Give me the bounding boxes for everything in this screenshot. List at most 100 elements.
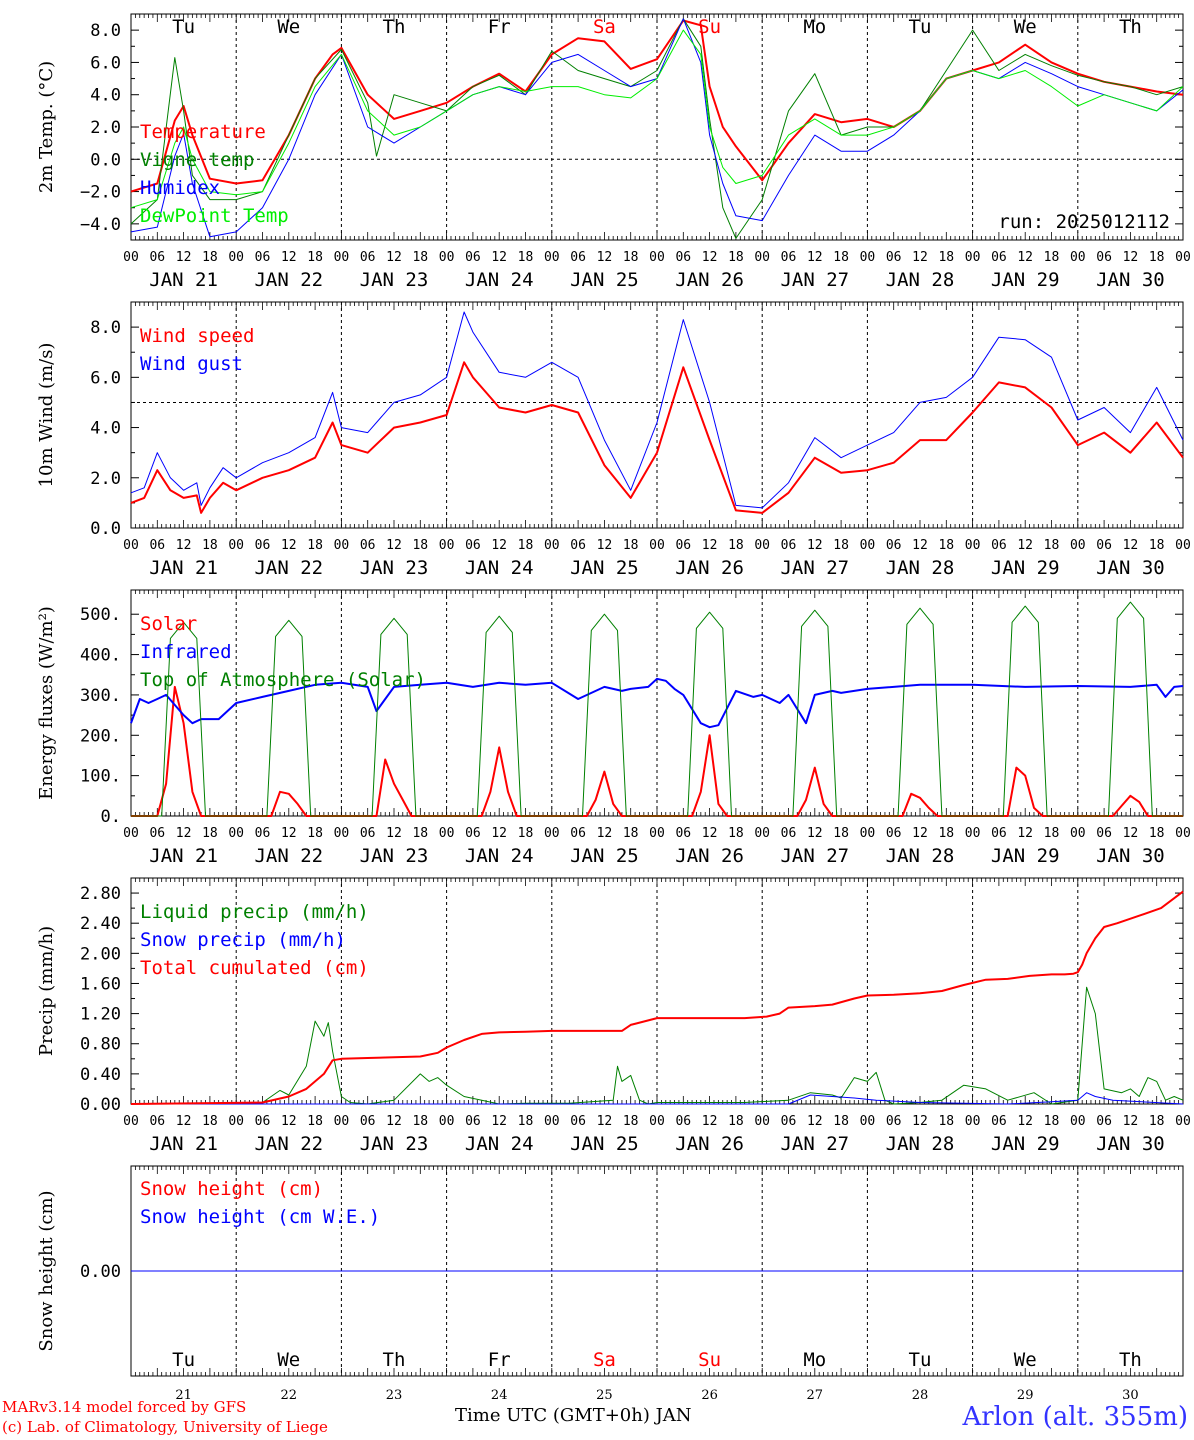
hour-label: 12 bbox=[281, 250, 297, 265]
legend-entry: DewPoint Temp bbox=[140, 205, 289, 227]
hour-label: 18 bbox=[412, 1114, 428, 1129]
hour-label: 06 bbox=[149, 1114, 165, 1129]
date-label: JAN 24 bbox=[465, 845, 534, 867]
date-label: JAN 27 bbox=[780, 1133, 849, 1155]
date-label: JAN 29 bbox=[991, 269, 1060, 291]
day-number-label: 28 bbox=[912, 1388, 929, 1403]
hour-label: 12 bbox=[912, 538, 928, 553]
y-axis-title: 2m Temp. (°C) bbox=[36, 61, 57, 193]
hour-label: 06 bbox=[781, 1114, 797, 1129]
y-tick-label: 0.0 bbox=[90, 519, 121, 539]
y-axis-title: Precip (mm/h) bbox=[36, 926, 57, 1056]
hour-label: 18 bbox=[623, 826, 639, 841]
hour-label: 06 bbox=[991, 250, 1007, 265]
hour-label: 18 bbox=[518, 1114, 534, 1129]
hour-label: 12 bbox=[807, 538, 823, 553]
hour-label: 12 bbox=[807, 1114, 823, 1129]
date-label: JAN 21 bbox=[149, 557, 218, 579]
date-label: JAN 28 bbox=[886, 557, 955, 579]
y-tick-label: 300. bbox=[80, 686, 121, 706]
legend-entry: Wind speed bbox=[140, 325, 254, 347]
hour-label: 12 bbox=[597, 250, 613, 265]
hour-label: 06 bbox=[781, 826, 797, 841]
date-label: JAN 25 bbox=[570, 269, 639, 291]
hour-label: 00 bbox=[860, 250, 876, 265]
series-liquid-precip-mm-h- bbox=[130, 986, 1184, 1105]
hour-label: 00 bbox=[334, 826, 350, 841]
hour-label: 12 bbox=[807, 826, 823, 841]
date-label: JAN 30 bbox=[1096, 1133, 1165, 1155]
weekday-label-bottom: Th bbox=[1119, 1349, 1142, 1371]
y-tick-label: 0.40 bbox=[80, 1065, 121, 1085]
hour-label: 12 bbox=[807, 250, 823, 265]
hour-label: 00 bbox=[1070, 250, 1086, 265]
x-axis-title: Time UTC (GMT+0h) JAN bbox=[455, 1405, 692, 1426]
hour-label: 12 bbox=[281, 1114, 297, 1129]
date-label: JAN 24 bbox=[465, 557, 534, 579]
hour-label: 00 bbox=[649, 826, 665, 841]
hour-label: 18 bbox=[1044, 538, 1060, 553]
hour-label: 12 bbox=[1017, 826, 1033, 841]
hour-label: 06 bbox=[1096, 538, 1112, 553]
legend-entry: Humidex bbox=[140, 177, 220, 199]
hour-label: 18 bbox=[623, 538, 639, 553]
hour-label: 00 bbox=[754, 538, 770, 553]
hour-label: 18 bbox=[1149, 538, 1165, 553]
day-number-label: 25 bbox=[596, 1388, 613, 1403]
hour-label: 18 bbox=[938, 250, 954, 265]
hour-label: 00 bbox=[1175, 250, 1191, 265]
hour-label: 00 bbox=[1070, 538, 1086, 553]
legend-entry: Vigne temp bbox=[140, 149, 254, 171]
y-axis-title: Snow height (cm) bbox=[36, 1190, 57, 1351]
hour-label: 18 bbox=[518, 538, 534, 553]
hour-label: 12 bbox=[912, 826, 928, 841]
hour-label: 18 bbox=[412, 538, 428, 553]
hour-label: 00 bbox=[228, 1114, 244, 1129]
hour-label: 00 bbox=[544, 1114, 560, 1129]
y-tick-label: 0.00 bbox=[80, 1262, 121, 1282]
hour-label: 06 bbox=[149, 826, 165, 841]
y-tick-label: 2.40 bbox=[80, 914, 121, 934]
hour-label: 06 bbox=[991, 826, 1007, 841]
y-tick-label: 0. bbox=[101, 807, 121, 827]
hour-label: 00 bbox=[1175, 826, 1191, 841]
hour-label: 12 bbox=[491, 250, 507, 265]
weekday-label: Tu bbox=[909, 16, 932, 38]
y-tick-label: −2.0 bbox=[80, 183, 121, 203]
hour-label: 12 bbox=[1123, 538, 1139, 553]
hour-label: 12 bbox=[176, 1114, 192, 1129]
hour-label: 00 bbox=[649, 250, 665, 265]
hour-label: 12 bbox=[281, 538, 297, 553]
hour-label: 18 bbox=[1044, 826, 1060, 841]
weekday-label-bottom: Th bbox=[383, 1349, 406, 1371]
hour-label: 12 bbox=[597, 826, 613, 841]
legend-entry: Snow height (cm) bbox=[140, 1178, 323, 1200]
hour-label: 18 bbox=[518, 826, 534, 841]
date-label: JAN 26 bbox=[675, 269, 744, 291]
hour-label: 06 bbox=[360, 1114, 376, 1129]
hour-label: 12 bbox=[491, 1114, 507, 1129]
hour-label: 12 bbox=[281, 826, 297, 841]
series-temperature bbox=[130, 19, 1184, 193]
date-label: JAN 27 bbox=[780, 557, 849, 579]
hour-label: 18 bbox=[938, 1114, 954, 1129]
hour-label: 12 bbox=[702, 250, 718, 265]
hour-label: 12 bbox=[702, 826, 718, 841]
hour-label: 12 bbox=[912, 1114, 928, 1129]
series-wind-gust bbox=[130, 311, 1184, 509]
y-tick-label: 500. bbox=[80, 605, 121, 625]
y-tick-label: 6.0 bbox=[90, 53, 121, 73]
hour-label: 18 bbox=[833, 1114, 849, 1129]
hour-label: 06 bbox=[149, 538, 165, 553]
hour-label: 06 bbox=[886, 1114, 902, 1129]
hour-label: 00 bbox=[1175, 538, 1191, 553]
hour-label: 12 bbox=[912, 250, 928, 265]
weekday-label-bottom: We bbox=[1014, 1349, 1037, 1371]
hour-label: 18 bbox=[728, 1114, 744, 1129]
hour-label: 12 bbox=[1123, 1114, 1139, 1129]
hour-label: 00 bbox=[334, 538, 350, 553]
date-label: JAN 24 bbox=[465, 1133, 534, 1155]
date-label: JAN 26 bbox=[675, 845, 744, 867]
hour-label: 12 bbox=[176, 538, 192, 553]
